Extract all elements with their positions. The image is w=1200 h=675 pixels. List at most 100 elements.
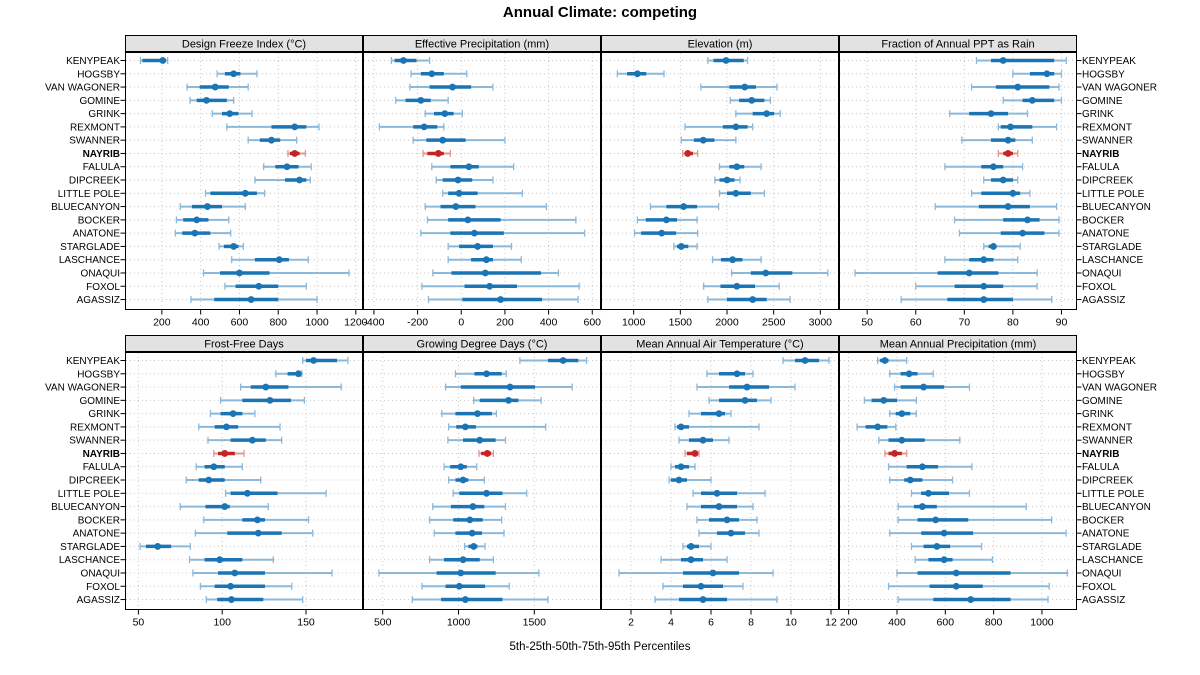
- axis-tick-label: 100: [213, 617, 231, 629]
- axis-tick-label: 1200: [344, 317, 368, 329]
- median-dot: [497, 296, 504, 303]
- percentile-row-starglade: [983, 242, 1021, 250]
- axis-tick-label: 400: [192, 317, 210, 329]
- percentile-row-laschance: [914, 556, 994, 564]
- median-dot: [223, 423, 230, 431]
- station-label-left-grink: GRINK: [88, 409, 120, 420]
- percentile-row-onaqui: [192, 569, 333, 577]
- median-dot: [675, 476, 683, 484]
- station-label-right-gomine: GOMINE: [1082, 396, 1123, 407]
- percentile-row-anatone: [633, 229, 699, 237]
- median-dot: [461, 596, 469, 603]
- panel-border: [601, 352, 839, 610]
- median-dot: [434, 150, 442, 157]
- axis-tick-label: 50: [861, 317, 873, 329]
- axis-tick-label: 200: [496, 317, 514, 329]
- median-dot: [255, 282, 263, 290]
- percentile-row-foxol: [887, 582, 1050, 590]
- median-dot: [296, 176, 303, 184]
- percentile-row-falula: [195, 463, 243, 471]
- percentile-row-falula: [263, 163, 312, 171]
- station-label-right-bocker: BOCKER: [1082, 215, 1124, 226]
- panel-strip-title-growing-degree-days-c: Growing Degree Days (°C): [417, 339, 548, 351]
- percentile-row-van-wagoner: [239, 383, 342, 391]
- percentile-row-falula: [718, 163, 762, 171]
- median-dot: [999, 57, 1007, 64]
- percentile-row-kenypeak: [877, 357, 908, 364]
- percentile-row-little-pole: [910, 489, 971, 497]
- median-dot: [697, 582, 705, 590]
- station-label-right-starglade: STARGLADE: [1082, 242, 1142, 253]
- percentile-row-falula: [944, 163, 1024, 171]
- percentile-row-gomine: [219, 396, 305, 404]
- percentile-row-foxol: [199, 582, 293, 590]
- percentile-row-starglade: [910, 542, 983, 550]
- median-dot: [193, 216, 201, 224]
- panel-strip: [839, 35, 1077, 52]
- station-label-right-grink: GRINK: [1082, 409, 1114, 420]
- percentile-row-bocker: [203, 516, 310, 524]
- axis-tick-label: 3000: [809, 317, 833, 329]
- median-dot: [229, 410, 237, 418]
- station-label-right-swanner: SWANNER: [1082, 436, 1133, 447]
- percentile-row-gomine: [863, 396, 917, 404]
- percentile-row-dipcreek: [254, 176, 311, 184]
- median-dot: [481, 269, 489, 277]
- percentile-row-nayrib: [997, 149, 1019, 157]
- panel-strip-title-design-freeze-index-c: Design Freeze Index (°C): [182, 39, 306, 51]
- panel-strip: [125, 335, 363, 352]
- percentile-row-little-pole: [442, 189, 524, 197]
- median-dot: [933, 543, 941, 550]
- median-dot: [940, 556, 948, 564]
- axis-tick-label: 60: [910, 317, 922, 329]
- station-label-right-nayrib: NAYRIB: [1082, 149, 1119, 160]
- percentile-row-grink: [889, 410, 917, 418]
- station-label-left-onaqui: ONAQUI: [81, 268, 120, 279]
- station-label-left-foxol: FOXOL: [86, 582, 120, 593]
- median-dot: [898, 436, 906, 444]
- median-dot: [729, 256, 736, 264]
- station-label-left-rexmont: REXMONT: [70, 422, 120, 433]
- axis-tick-label: 800: [269, 317, 287, 329]
- median-dot: [449, 83, 456, 91]
- axis-tick-label: 600: [231, 317, 249, 329]
- axis-tick-label: 8: [748, 617, 754, 629]
- median-dot: [468, 529, 476, 537]
- median-dot: [741, 396, 749, 404]
- percentile-row-agassiz: [707, 296, 791, 304]
- percentile-row-anatone: [958, 229, 1060, 237]
- percentile-row-rexmont: [856, 423, 897, 431]
- percentile-row-hogsby: [454, 370, 507, 378]
- panel-strip: [363, 335, 601, 352]
- station-label-left-onaqui: ONAQUI: [81, 568, 120, 579]
- axis-tick-label: 50: [133, 617, 145, 629]
- median-dot: [268, 136, 275, 144]
- median-dot: [677, 243, 685, 250]
- median-dot: [216, 556, 224, 564]
- median-dot: [275, 256, 283, 264]
- percentile-row-grink: [735, 110, 781, 118]
- station-label-left-nayrib: NAYRIB: [83, 149, 120, 160]
- station-label-left-anatone: ANATONE: [73, 229, 121, 240]
- panel-row-1: KENYPEAK KENYPEAK HOGSBY HOGSBY VAN WAGONER V…: [45, 335, 1157, 629]
- percentile-row-agassiz: [897, 596, 1049, 604]
- median-dot: [1004, 203, 1012, 210]
- percentile-row-agassiz: [900, 296, 1053, 304]
- percentile-row-laschance: [660, 556, 728, 564]
- percentile-row-laschance: [231, 256, 309, 264]
- panel-growing-degree-days-c: 500 1000 1500 Growing Degree Days (°C): [363, 335, 601, 629]
- percentile-row-onaqui: [202, 269, 350, 277]
- percentile-row-bluecanyon: [649, 203, 720, 211]
- percentile-row-van-wagoner: [444, 383, 573, 391]
- median-dot: [987, 110, 995, 118]
- station-label-left-hogsby: HOGSBY: [77, 69, 120, 80]
- median-dot: [457, 463, 465, 471]
- station-label-left-little-pole: LITTLE POLE: [58, 189, 121, 200]
- percentile-row-grink: [441, 410, 498, 418]
- median-dot: [733, 282, 741, 290]
- median-dot: [455, 582, 463, 590]
- median-dot: [918, 503, 926, 510]
- station-label-right-dipcreek: DIPCREEK: [1082, 176, 1133, 187]
- panel-strip-title-elevation-m: Elevation (m): [688, 39, 753, 51]
- median-dot: [967, 596, 975, 603]
